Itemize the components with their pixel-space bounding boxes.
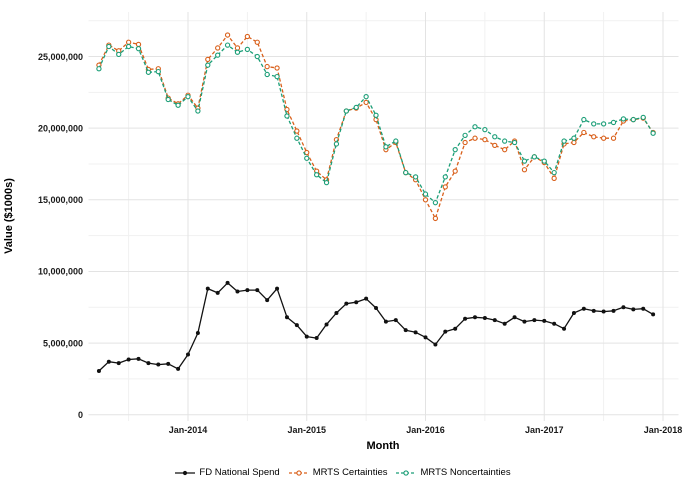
legend: FD National Spend MRTS Certainties MRTS … — [0, 467, 685, 478]
svg-text:Jan-2017: Jan-2017 — [525, 425, 564, 435]
legend-item-fd-national-spend: FD National Spend — [174, 467, 279, 478]
svg-text:Jan-2015: Jan-2015 — [287, 425, 326, 435]
svg-text:Jan-2016: Jan-2016 — [406, 425, 445, 435]
svg-text:5,000,000: 5,000,000 — [43, 338, 83, 348]
plot-area: 0 5,000,000 10,000,000 15,000,000 20,000,000… — [0, 0, 685, 491]
legend-label: MRTS Certainties — [313, 467, 388, 478]
legend-item-mrts-noncertainties: MRTS Noncertainties — [395, 467, 510, 478]
svg-text:10,000,000: 10,000,000 — [38, 267, 83, 277]
svg-text:25,000,000: 25,000,000 — [38, 52, 83, 62]
legend-line-marker-icon — [395, 468, 417, 478]
legend-label: FD National Spend — [199, 467, 279, 478]
svg-text:20,000,000: 20,000,000 — [38, 123, 83, 133]
x-axis-title: Month — [367, 440, 400, 452]
svg-text:Jan-2018: Jan-2018 — [644, 425, 683, 435]
svg-text:Jan-2014: Jan-2014 — [169, 425, 208, 435]
svg-text:15,000,000: 15,000,000 — [38, 195, 83, 205]
legend-line-marker-icon — [288, 468, 310, 478]
legend-item-mrts-certainties: MRTS Certainties — [288, 467, 388, 478]
y-axis-title: Value ($1000s) — [3, 178, 15, 254]
svg-text:0: 0 — [78, 410, 83, 420]
legend-line-marker-icon — [174, 468, 196, 478]
line-chart: 0 5,000,000 10,000,000 15,000,000 20,000,000… — [0, 0, 685, 491]
legend-label: MRTS Noncertainties — [420, 467, 510, 478]
